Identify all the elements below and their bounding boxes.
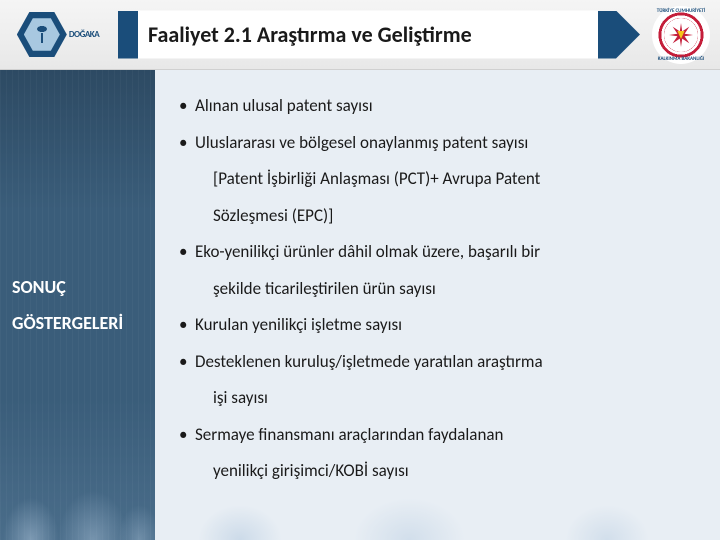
- bullet-text: Sermaye finansmanı araçlarından faydalan…: [195, 424, 503, 445]
- list-item: Eko-yenilikçi ürünler dâhil olmak üzere,…: [177, 234, 700, 307]
- bullet-text: Alınan ulusal patent sayısı: [195, 95, 373, 116]
- bullet-text: Uluslararası ve bölgesel onaylanmış pate…: [195, 132, 528, 153]
- content-panel: Alınan ulusal patent sayısı Uluslararası…: [155, 70, 720, 540]
- sidebar-line2: GÖSTERGELERİ: [12, 305, 155, 341]
- bullet-text: Desteklenen kuruluş/işletmede yaratılan …: [195, 351, 543, 372]
- main-area: SONUÇ GÖSTERGELERİ Alınan ulusal patent …: [0, 70, 720, 540]
- ministry-logo-right: TÜRKİYE CUMHURİYETİ KALKINMA BAKANLIĞI: [652, 6, 710, 64]
- sidebar: SONUÇ GÖSTERGELERİ: [0, 70, 155, 540]
- list-item: Alınan ulusal patent sayısı: [177, 88, 700, 125]
- list-item: Sermaye finansmanı araçlarından faydalan…: [177, 417, 700, 490]
- hex-logo-icon: [17, 10, 67, 60]
- list-item: Uluslararası ve bölgesel onaylanmış pate…: [177, 125, 700, 235]
- bullet-text: Kurulan yenilikçi işletme sayısı: [195, 314, 402, 335]
- sidebar-line1: SONUÇ: [12, 269, 155, 305]
- ministry-text-top: TÜRKİYE CUMHURİYETİ: [657, 8, 705, 14]
- bullet-sub: işi sayısı: [195, 380, 700, 417]
- agency-logo-text: DOĞAKA: [69, 29, 99, 40]
- ministry-text-bottom: KALKINMA BAKANLIĞI: [658, 56, 705, 62]
- slide-header: DOĞAKA Faaliyet 2.1 Araştırma ve Gelişti…: [0, 0, 720, 70]
- bullet-sub: şekilde ticarileştirilen ürün sayısı: [195, 271, 700, 308]
- title-bar: Faaliyet 2.1 Araştırma ve Geliştirme: [118, 11, 640, 59]
- bullet-list: Alınan ulusal patent sayısı Uluslararası…: [177, 88, 700, 490]
- bullet-sub: [Patent İşbirliği Anlaşması (PCT)+ Avrup…: [195, 161, 700, 198]
- agency-logo-left: DOĞAKA: [8, 5, 108, 65]
- slide-title: Faaliyet 2.1 Araştırma ve Geliştirme: [148, 21, 472, 48]
- bullet-sub: yenilikçi girişimci/KOBİ sayısı: [195, 453, 700, 490]
- star-icon: [669, 23, 693, 47]
- list-item: Kurulan yenilikçi işletme sayısı: [177, 307, 700, 344]
- bullet-sub: Sözleşmesi (EPC)]: [195, 198, 700, 235]
- list-item: Desteklenen kuruluş/işletmede yaratılan …: [177, 344, 700, 417]
- bullet-text: Eko-yenilikçi ürünler dâhil olmak üzere,…: [195, 241, 540, 262]
